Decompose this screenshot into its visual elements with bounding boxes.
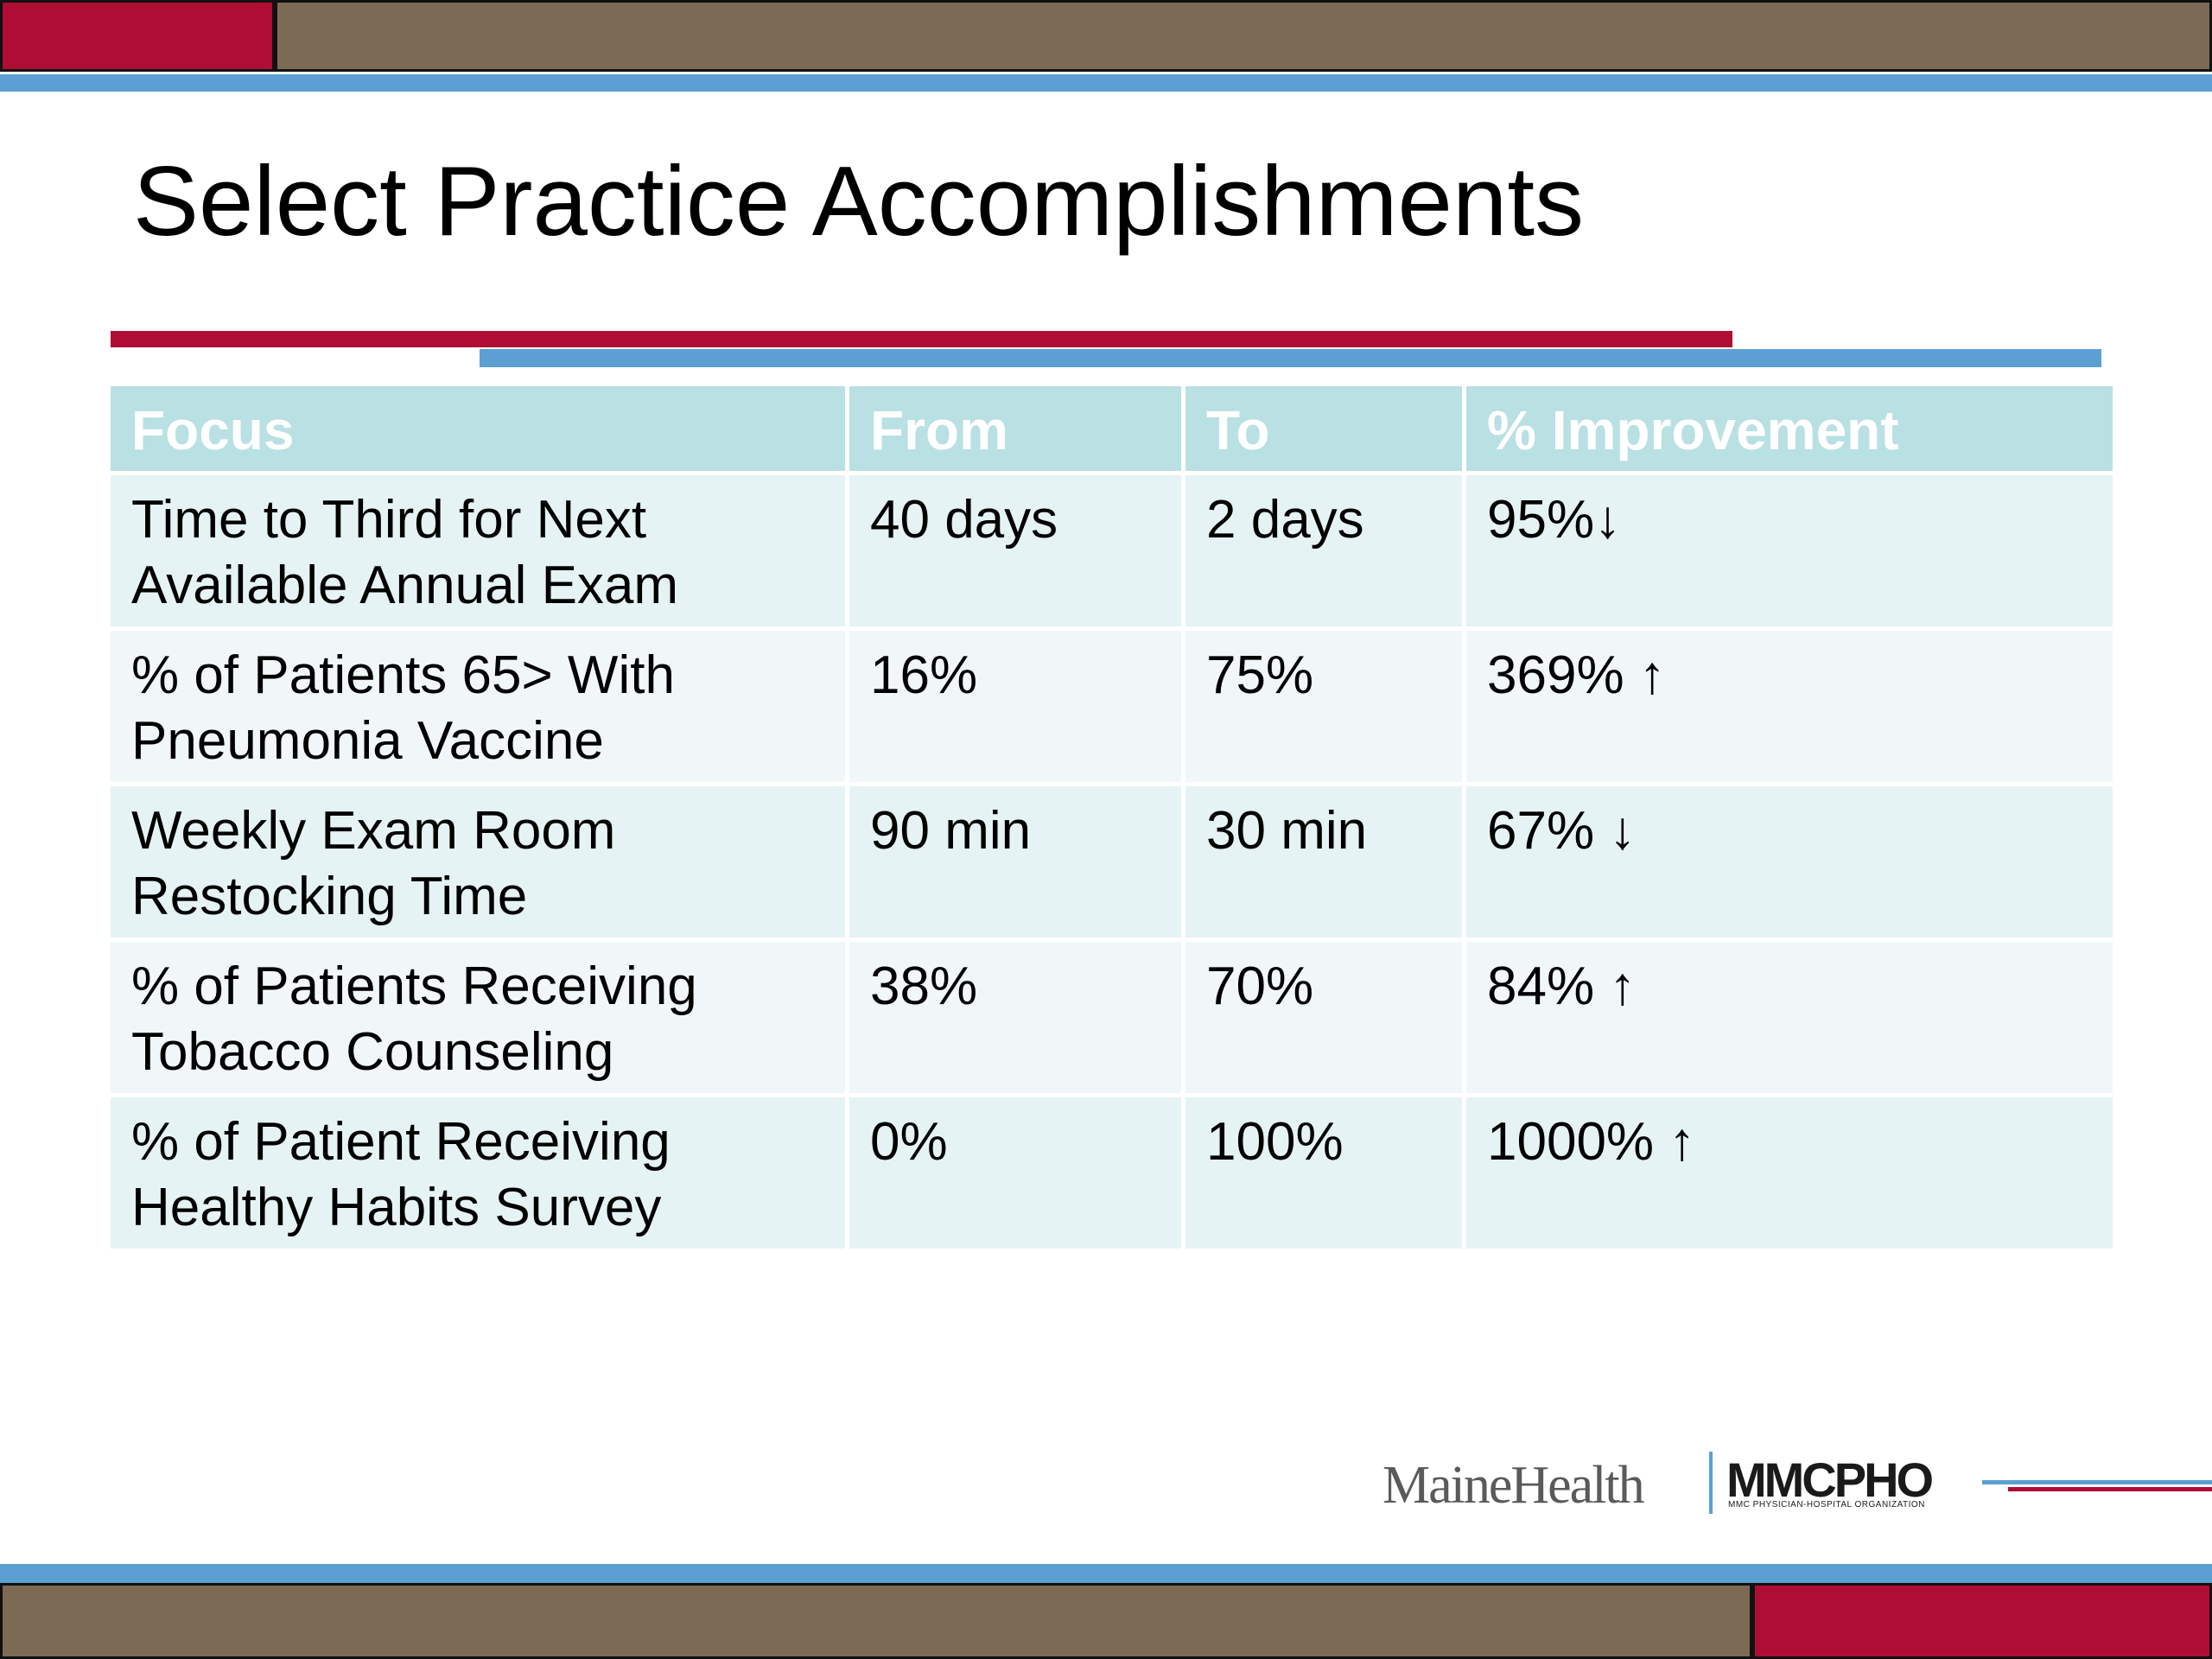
header-focus: Focus — [111, 386, 845, 471]
cell-focus: % of Patients Receiving Tobacco Counseli… — [111, 942, 845, 1093]
mmcpho-subtitle: MMC PHYSICIAN-HOSPITAL ORGANIZATION — [1728, 1500, 1925, 1510]
table-row: % of Patient Receiving Healthy Habits Su… — [111, 1097, 2113, 1249]
bottom-bar-brown-block — [0, 1583, 1752, 1659]
mainehealth-logo: MaineHealth — [1382, 1456, 1645, 1515]
logo-divider — [1709, 1452, 1713, 1514]
title-red-rule — [111, 331, 1732, 347]
cell-focus: % of Patient Receiving Healthy Habits Su… — [111, 1097, 845, 1249]
cell-improvement: 84% ↑ — [1466, 942, 2113, 1093]
bottom-bar-red-block — [1752, 1583, 2212, 1659]
cell-focus: Weekly Exam Room Restocking Time — [111, 786, 845, 938]
cell-to: 30 min — [1185, 786, 1462, 938]
cell-from: 90 min — [849, 786, 1181, 938]
table-header-row: Focus From To % Improvement — [111, 386, 2113, 471]
cell-to: 100% — [1185, 1097, 1462, 1249]
cell-from: 16% — [849, 631, 1181, 782]
table-row: % of Patients Receiving Tobacco Counseli… — [111, 942, 2113, 1093]
cell-focus: Time to Third for Next Available Annual … — [111, 475, 845, 626]
cell-from: 0% — [849, 1097, 1181, 1249]
cell-from: 38% — [849, 942, 1181, 1093]
cell-from: 40 days — [849, 475, 1181, 626]
top-bar-brown-block — [275, 0, 2212, 72]
footer-logos: MaineHealth MMCPHO MMC PHYSICIAN-HOSPITA… — [1382, 1452, 2212, 1521]
logo-blue-line — [1982, 1480, 2212, 1484]
header-to: To — [1185, 386, 1462, 471]
header-improvement: % Improvement — [1466, 386, 2113, 471]
bottom-blue-line — [0, 1564, 2212, 1583]
table-row: % of Patients 65> With Pneumonia Vaccine… — [111, 631, 2113, 782]
slide-title: Select Practice Accomplishments — [133, 147, 1584, 257]
cell-to: 2 days — [1185, 475, 1462, 626]
table-row: Weekly Exam Room Restocking Time 90 min … — [111, 786, 2113, 938]
cell-improvement: 95%↓ — [1466, 475, 2113, 626]
mmcpho-logo: MMCPHO — [1726, 1452, 1934, 1507]
top-bar-red-block — [0, 0, 275, 72]
header-from: From — [849, 386, 1181, 471]
title-blue-rule — [480, 349, 2101, 367]
cell-focus: % of Patients 65> With Pneumonia Vaccine — [111, 631, 845, 782]
cell-improvement: 1000% ↑ — [1466, 1097, 2113, 1249]
accomplishments-table: Focus From To % Improvement Time to Thir… — [106, 382, 2117, 1253]
cell-improvement: 67% ↓ — [1466, 786, 2113, 938]
logo-red-line — [2008, 1487, 2212, 1491]
cell-to: 75% — [1185, 631, 1462, 782]
cell-to: 70% — [1185, 942, 1462, 1093]
cell-improvement: 369% ↑ — [1466, 631, 2113, 782]
table-row: Time to Third for Next Available Annual … — [111, 475, 2113, 626]
top-blue-line — [0, 74, 2212, 92]
